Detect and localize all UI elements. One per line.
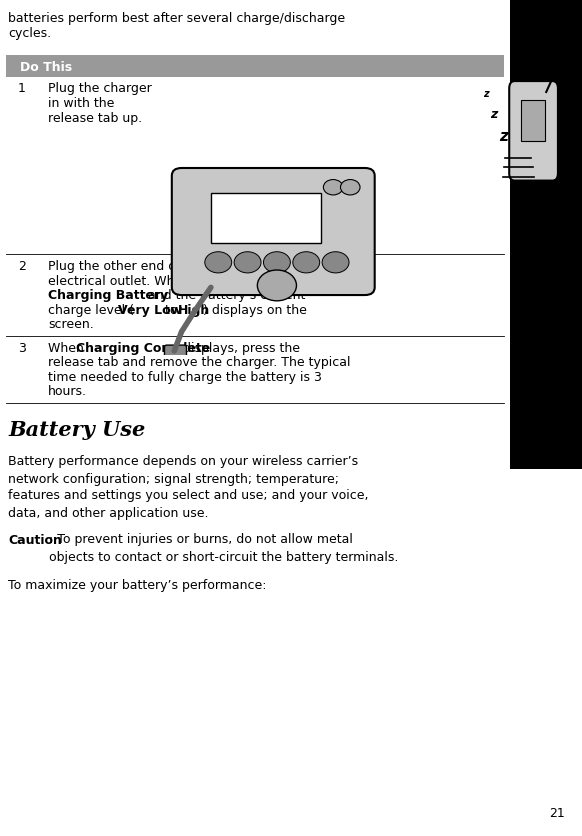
- Bar: [510, 0, 582, 470]
- FancyBboxPatch shape: [211, 194, 321, 244]
- Text: Battery Use: Battery Use: [8, 419, 146, 439]
- FancyBboxPatch shape: [509, 82, 558, 181]
- FancyBboxPatch shape: [172, 169, 375, 296]
- Circle shape: [264, 252, 290, 273]
- Text: 21: 21: [549, 806, 565, 819]
- Text: to: to: [161, 303, 182, 316]
- Text: charge level (: charge level (: [48, 303, 134, 316]
- Text: High: High: [178, 303, 210, 316]
- Text: z: z: [483, 89, 489, 99]
- Text: Battery performance depends on your wireless carrier’s
network configuration; si: Battery performance depends on your wire…: [8, 455, 368, 519]
- Text: batteries perform best after several charge/discharge
cycles.: batteries perform best after several cha…: [8, 12, 345, 40]
- Text: screen.: screen.: [48, 318, 94, 330]
- Text: ) displays on the: ) displays on the: [203, 303, 307, 316]
- Text: To maximize your battery’s performance:: To maximize your battery’s performance:: [8, 579, 267, 592]
- Text: and the battery’s current: and the battery’s current: [144, 288, 306, 302]
- FancyBboxPatch shape: [165, 346, 186, 361]
- Circle shape: [322, 252, 349, 273]
- Bar: [521, 101, 545, 141]
- Bar: [6, 56, 504, 78]
- Text: : To prevent injuries or burns, do not allow metal
objects to contact or short-c: : To prevent injuries or burns, do not a…: [49, 533, 398, 563]
- Circle shape: [324, 181, 343, 196]
- Text: Charging Complete: Charging Complete: [76, 341, 210, 354]
- Text: Do This: Do This: [20, 60, 72, 74]
- Text: Very Low: Very Low: [118, 303, 182, 316]
- Text: 1: 1: [18, 82, 26, 95]
- Circle shape: [340, 181, 360, 196]
- Text: hours.: hours.: [48, 385, 87, 398]
- Circle shape: [257, 271, 296, 302]
- Text: Getting Started: Getting Started: [539, 499, 553, 632]
- Text: Charging Battery: Charging Battery: [48, 288, 168, 302]
- Circle shape: [293, 252, 320, 273]
- Text: electrical outlet. While the battery is charging,: electrical outlet. While the battery is …: [48, 274, 340, 287]
- Text: Caution: Caution: [8, 533, 62, 546]
- Text: displays, press the: displays, press the: [179, 341, 300, 354]
- Text: 2: 2: [18, 260, 26, 273]
- Text: Plug the charger
in with the
release tab up.: Plug the charger in with the release tab…: [48, 82, 152, 125]
- Text: z: z: [499, 130, 508, 145]
- Circle shape: [234, 252, 261, 273]
- Text: z: z: [490, 107, 498, 120]
- Text: When: When: [48, 341, 88, 354]
- Text: Plug the other end of the charger into an: Plug the other end of the charger into a…: [48, 260, 305, 273]
- Circle shape: [205, 252, 232, 273]
- Text: time needed to fully charge the battery is 3: time needed to fully charge the battery …: [48, 370, 322, 383]
- Text: 3: 3: [18, 341, 26, 354]
- Text: release tab and remove the charger. The typical: release tab and remove the charger. The …: [48, 355, 350, 369]
